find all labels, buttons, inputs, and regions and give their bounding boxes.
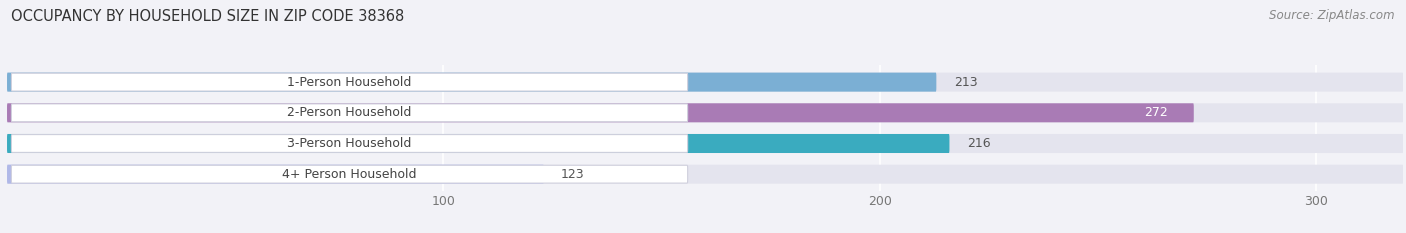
FancyBboxPatch shape bbox=[7, 134, 949, 153]
FancyBboxPatch shape bbox=[7, 134, 1403, 153]
FancyBboxPatch shape bbox=[7, 165, 544, 184]
Text: 4+ Person Household: 4+ Person Household bbox=[283, 168, 416, 181]
FancyBboxPatch shape bbox=[11, 104, 688, 122]
Text: 213: 213 bbox=[953, 76, 977, 89]
FancyBboxPatch shape bbox=[11, 135, 688, 152]
FancyBboxPatch shape bbox=[7, 165, 1403, 184]
FancyBboxPatch shape bbox=[7, 73, 936, 92]
FancyBboxPatch shape bbox=[11, 165, 688, 183]
Text: OCCUPANCY BY HOUSEHOLD SIZE IN ZIP CODE 38368: OCCUPANCY BY HOUSEHOLD SIZE IN ZIP CODE … bbox=[11, 9, 405, 24]
Text: Source: ZipAtlas.com: Source: ZipAtlas.com bbox=[1270, 9, 1395, 22]
Text: 2-Person Household: 2-Person Household bbox=[287, 106, 412, 119]
Text: 3-Person Household: 3-Person Household bbox=[287, 137, 412, 150]
Text: 1-Person Household: 1-Person Household bbox=[287, 76, 412, 89]
FancyBboxPatch shape bbox=[7, 103, 1403, 122]
FancyBboxPatch shape bbox=[7, 73, 1403, 92]
Text: 272: 272 bbox=[1144, 106, 1167, 119]
Text: 123: 123 bbox=[561, 168, 585, 181]
FancyBboxPatch shape bbox=[7, 103, 1194, 122]
Text: 216: 216 bbox=[967, 137, 990, 150]
FancyBboxPatch shape bbox=[11, 73, 688, 91]
